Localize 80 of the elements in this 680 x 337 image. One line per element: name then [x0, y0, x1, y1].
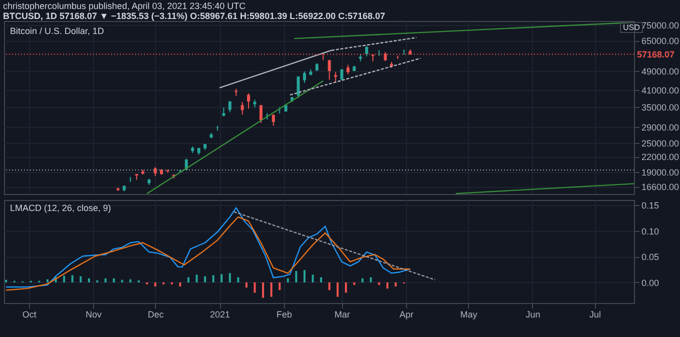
candlestick: [240, 102, 244, 116]
y-tick-label: 22000.00: [642, 152, 680, 162]
y-tick-label: 29000.00: [642, 122, 680, 132]
x-tick-label: Jul: [589, 310, 601, 320]
bar: [312, 274, 314, 282]
x-tick-label: Apr: [400, 310, 414, 320]
bar: [262, 282, 264, 298]
candlestick: [340, 68, 344, 80]
y-tick-label: 0.10: [642, 226, 660, 236]
bar: [121, 280, 124, 282]
bar: [196, 274, 198, 282]
candlestick: [402, 48, 406, 56]
text: Bitcoin / U.S. Dollar, 1D: [10, 26, 104, 36]
bar: [336, 282, 339, 297]
y-tick-label: 25000.00: [642, 138, 680, 148]
y-tick-label: 0.05: [642, 252, 660, 262]
bar: [228, 273, 231, 282]
x-tick-label: Oct: [22, 310, 37, 320]
candlestick: [296, 76, 300, 99]
candlestick: [328, 59, 331, 80]
candlestick: [334, 72, 338, 82]
text: christophercolumbus published, April 03, 2021 23:45:40 UTC: [3, 1, 246, 11]
y-tick-label: 75000.00: [642, 20, 680, 31]
x-tick-label: 2021: [210, 310, 230, 320]
bar: [344, 282, 347, 293]
bar: [154, 282, 156, 287]
y-tick-label: 19000.00: [642, 168, 680, 178]
x-tick-label: Dec: [148, 310, 164, 320]
bar: [80, 276, 82, 282]
chart-title: LMACD (12, 26, close, 9): [10, 203, 112, 213]
candlestick: [247, 92, 250, 110]
bar: [295, 271, 298, 282]
candlestick: [259, 104, 262, 124]
candlestick: [346, 64, 350, 75]
bar: [378, 282, 380, 285]
bar: [353, 282, 356, 285]
candlestick: [302, 70, 306, 84]
bar: [286, 278, 289, 282]
bar: [204, 276, 206, 282]
bar: [212, 275, 214, 282]
annotation: USD: [620, 22, 643, 33]
y-tick-label: 49000.00: [642, 66, 680, 76]
bar: [88, 278, 90, 282]
y-tick-label: 35000.00: [642, 102, 680, 112]
bar: [303, 270, 306, 282]
bar: [187, 277, 190, 282]
x-tick-label: Nov: [86, 310, 102, 320]
bar: [46, 279, 49, 282]
bar: [237, 277, 240, 282]
bar: [112, 278, 115, 282]
bar: [104, 278, 107, 282]
bar: [386, 282, 388, 289]
bar: [71, 275, 74, 282]
bar: [394, 282, 397, 287]
text: BTCUSD, 1D 57168.07 ▼ −1835.53 (−3.11%) O:58967.61 H:59801.39 L:56922.00 C:57168.07: [3, 11, 386, 21]
y-tick-label: 41000.00: [642, 85, 680, 96]
bar: [245, 282, 248, 288]
bar: [5, 280, 8, 282]
bar: [179, 282, 182, 287]
bar: [129, 279, 132, 282]
bar: [254, 282, 256, 293]
y-tick-label: 0.15: [642, 200, 660, 211]
y-tick-label: 0.00: [642, 278, 660, 288]
bar: [278, 282, 281, 290]
candlestick: [365, 46, 368, 57]
bar: [328, 282, 330, 290]
bar: [362, 278, 364, 282]
x-tick-label: Mar: [334, 310, 350, 320]
bar: [320, 277, 322, 282]
x-tick-label: May: [460, 310, 478, 320]
bar: [220, 274, 223, 282]
bar: [370, 277, 372, 282]
y-tick-label: 16600.00: [642, 182, 680, 192]
x-tick-label: Jun: [526, 310, 540, 320]
candlestick: [228, 100, 232, 113]
x-tick-label: Feb: [276, 310, 292, 320]
y-tick-label: 65000.00: [642, 36, 680, 46]
ref-line-label: 57168.07: [637, 49, 675, 60]
bar: [270, 282, 272, 297]
candlestick: [272, 114, 275, 126]
